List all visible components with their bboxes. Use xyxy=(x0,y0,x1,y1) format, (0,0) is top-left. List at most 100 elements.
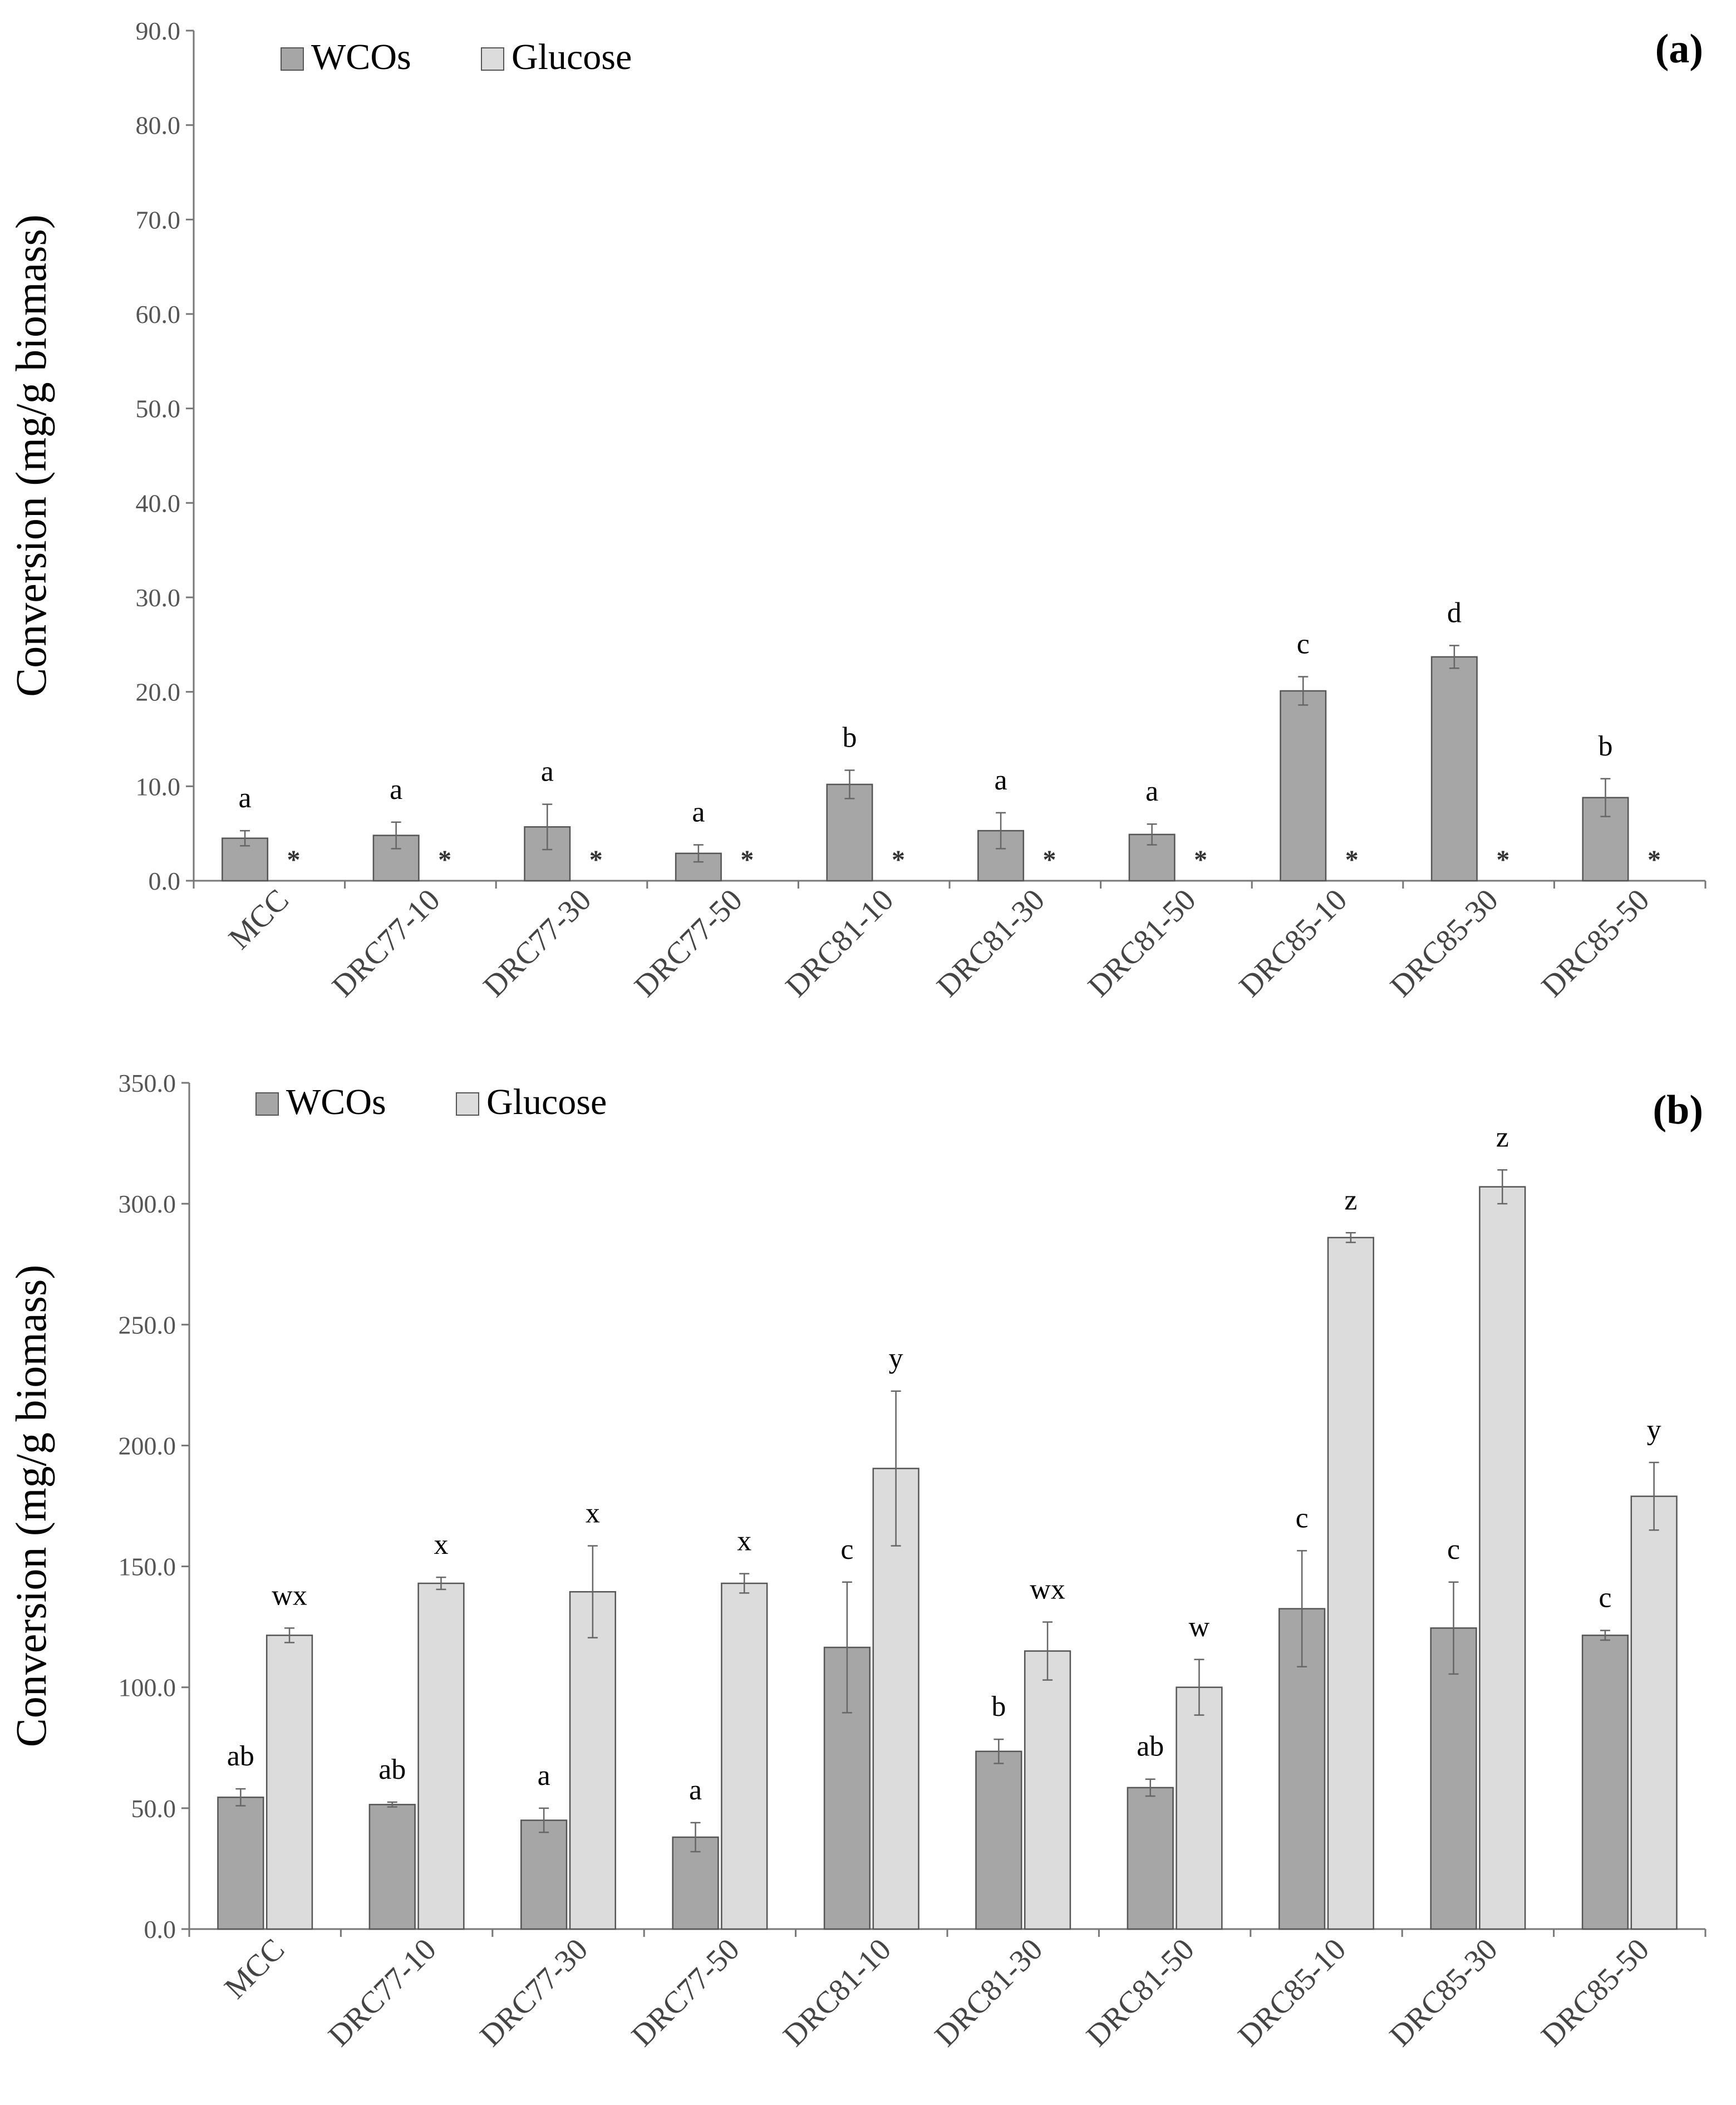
significance-label: a xyxy=(538,1760,550,1792)
category-label: MCC xyxy=(218,1932,292,2005)
bar-glucose[interactable] xyxy=(569,1591,616,1930)
bar-wcos[interactable] xyxy=(1581,1635,1629,1930)
significance-label: a xyxy=(390,774,402,806)
category-label: DRC81-50 xyxy=(1080,1932,1201,2053)
significance-label: z xyxy=(1496,1121,1509,1153)
error-bar-wcos xyxy=(539,1807,549,1833)
category-label: MCC xyxy=(222,882,296,956)
bar-glucose[interactable] xyxy=(1630,1495,1678,1930)
significance-label: x xyxy=(586,1498,600,1529)
significance-label: ab xyxy=(378,1754,406,1785)
y-tick-label: 150.0 xyxy=(119,1553,176,1581)
legend-label-wcos: WCOs xyxy=(311,37,411,77)
bar-glucose[interactable] xyxy=(1024,1650,1071,1930)
bar-glucose[interactable] xyxy=(1327,1236,1374,1930)
category-label: DRC85-10 xyxy=(1232,1932,1353,2053)
bar-glucose[interactable] xyxy=(417,1582,465,1930)
error-bar-wcos xyxy=(842,1581,852,1714)
significance-label: c xyxy=(1297,629,1310,660)
y-axis-title: Conversion (mg/g biomass) xyxy=(7,1265,55,1748)
significance-label: d xyxy=(1447,597,1462,629)
significance-label: x xyxy=(737,1525,751,1557)
significance-label: a xyxy=(689,1774,702,1806)
category-label: DRC77-30 xyxy=(474,1932,595,2053)
significance-label: wx xyxy=(1030,1573,1065,1605)
error-bar-wcos xyxy=(235,1788,246,1807)
significance-label: c xyxy=(1447,1534,1460,1566)
bar-glucose[interactable] xyxy=(1176,1686,1223,1930)
legend-label-glucose: Glucose xyxy=(486,1082,607,1122)
error-bar-wcos xyxy=(996,812,1006,850)
bar-glucose[interactable] xyxy=(1479,1186,1526,1930)
y-tick-label: 100.0 xyxy=(119,1674,176,1702)
bar-wcos[interactable] xyxy=(1280,690,1327,882)
error-bar-wcos xyxy=(391,821,401,850)
significance-label: a xyxy=(239,782,252,814)
error-bar-wcos xyxy=(693,844,704,863)
not-detected-marker: * xyxy=(1194,845,1207,875)
significance-label: c xyxy=(1599,1582,1611,1614)
category-label: DRC77-50 xyxy=(628,882,749,1004)
bar-wcos[interactable] xyxy=(1430,656,1478,882)
significance-label: ab xyxy=(227,1740,254,1772)
y-tick-label: 200.0 xyxy=(119,1431,176,1460)
not-detected-marker: * xyxy=(892,845,905,875)
legend-label-glucose: Glucose xyxy=(512,37,632,77)
significance-label: a xyxy=(541,756,554,788)
error-bar-glucose xyxy=(739,1573,750,1594)
legend-swatch-glucose xyxy=(481,47,504,71)
significance-label: wx xyxy=(272,1579,307,1611)
not-detected-marker: * xyxy=(740,845,754,875)
significance-label: c xyxy=(840,1534,853,1566)
not-detected-marker: * xyxy=(1345,845,1359,875)
error-bar-wcos xyxy=(1297,1550,1307,1668)
bar-glucose[interactable] xyxy=(265,1635,313,1930)
bar-glucose[interactable] xyxy=(721,1582,768,1930)
panel-a-chart: 0.0 10.0 20.0 30.0 40.0 50.0 60.0 70.0 80.0 90.0 C… xyxy=(7,17,1707,1004)
category-label: DRC77-10 xyxy=(322,1932,443,2053)
significance-label: b xyxy=(991,1691,1006,1723)
not-detected-marker: * xyxy=(1043,845,1056,875)
y-tick-label: 90.0 xyxy=(136,17,181,45)
error-bar-wcos xyxy=(1147,823,1157,846)
bar-wcos[interactable] xyxy=(520,1819,568,1930)
y-tick-label: 20.0 xyxy=(136,678,181,706)
significance-label: ab xyxy=(1137,1731,1164,1763)
category-label: DRC81-30 xyxy=(928,1932,1050,2053)
bar-glucose[interactable] xyxy=(872,1468,919,1930)
bar-wcos[interactable] xyxy=(975,1750,1022,1930)
category-label: DRC77-30 xyxy=(477,882,598,1004)
error-bar-glucose xyxy=(436,1576,446,1591)
significance-label: y xyxy=(1647,1414,1661,1446)
not-detected-marker: * xyxy=(1496,845,1509,875)
panel-label: (b) xyxy=(1653,1087,1703,1133)
significance-label: a xyxy=(692,797,705,828)
significance-label: w xyxy=(1189,1611,1210,1643)
y-tick-label: 70.0 xyxy=(136,205,181,234)
bar-wcos[interactable] xyxy=(217,1797,264,1930)
error-bar-glucose xyxy=(1042,1621,1053,1681)
significance-label: x xyxy=(434,1529,448,1561)
panel-label: (a) xyxy=(1655,26,1703,72)
error-bar-wcos xyxy=(844,769,855,799)
not-detected-marker: * xyxy=(589,845,603,875)
bar-wcos[interactable] xyxy=(672,1836,719,1930)
y-tick-label: 0.0 xyxy=(149,867,181,895)
category-label: DRC85-50 xyxy=(1535,1932,1656,2053)
error-bar-wcos xyxy=(1145,1778,1155,1797)
bar-wcos[interactable] xyxy=(368,1804,416,1930)
significance-label: a xyxy=(1145,776,1158,807)
error-bar-wcos xyxy=(994,1738,1004,1764)
category-label: DRC85-50 xyxy=(1535,882,1656,1004)
category-label: DRC81-10 xyxy=(776,1932,898,2053)
error-bar-wcos xyxy=(387,1801,397,1808)
category-label: DRC81-50 xyxy=(1081,882,1203,1004)
y-tick-label: 10.0 xyxy=(136,772,181,801)
category-label: DRC85-30 xyxy=(1384,882,1505,1004)
legend-swatch-glucose xyxy=(456,1092,479,1116)
bar-wcos[interactable] xyxy=(1127,1787,1174,1930)
y-tick-label: 0.0 xyxy=(144,1915,176,1944)
category-label: DRC81-30 xyxy=(930,882,1051,1004)
y-tick-label: 50.0 xyxy=(136,395,181,423)
